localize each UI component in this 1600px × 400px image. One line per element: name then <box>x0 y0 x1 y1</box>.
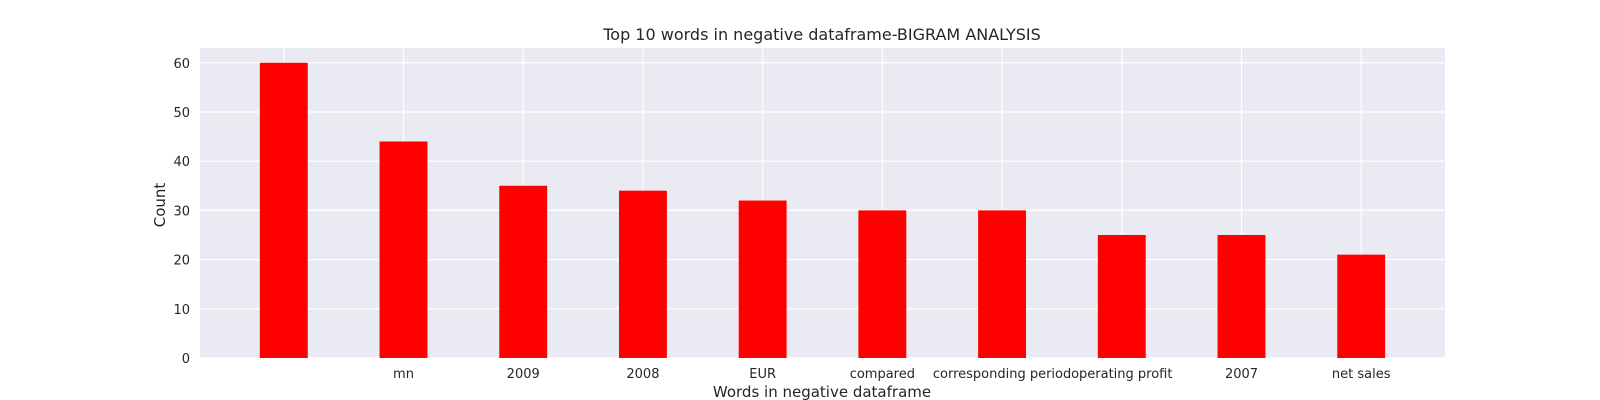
y-tick-label: 30 <box>173 204 190 219</box>
bars <box>259 62 1386 359</box>
y-tick-label: 60 <box>173 57 190 72</box>
x-tick-label: 2008 <box>626 367 659 382</box>
x-tick-label: 2009 <box>507 367 540 382</box>
bar <box>379 141 428 358</box>
y-tick-label: 40 <box>173 155 190 170</box>
x-tick-label: 2007 <box>1225 367 1258 382</box>
chart-title: Top 10 words in negative dataframe-BIGRA… <box>602 25 1041 44</box>
x-tick-label: operating profit <box>1071 367 1172 382</box>
y-axis-label: Count <box>151 183 169 228</box>
bar <box>738 200 787 358</box>
x-tick-label: mn <box>393 367 414 382</box>
x-tick-label: EUR <box>749 367 776 382</box>
y-tick-label: 20 <box>173 254 190 269</box>
bar <box>499 185 548 358</box>
x-axis-label: Words in negative dataframe <box>713 383 931 400</box>
x-tick-label: net sales <box>1332 367 1391 382</box>
bar <box>1097 234 1146 358</box>
bar <box>1217 234 1266 358</box>
y-tick-label: 10 <box>173 303 190 318</box>
x-tick-label: compared <box>850 367 915 382</box>
bar <box>1337 254 1386 358</box>
x-tick-label: corresponding period <box>933 367 1071 382</box>
x-tick-labels: mn 2009 2008 EUR compared corresponding perio… <box>393 367 1391 382</box>
bar <box>618 190 667 358</box>
bar <box>978 210 1027 358</box>
y-tick-labels: 0 10 20 30 40 50 60 <box>173 57 190 367</box>
bar <box>858 210 907 358</box>
y-tick-label: 50 <box>173 106 190 121</box>
bar <box>259 62 308 359</box>
y-tick-label: 0 <box>182 352 190 367</box>
